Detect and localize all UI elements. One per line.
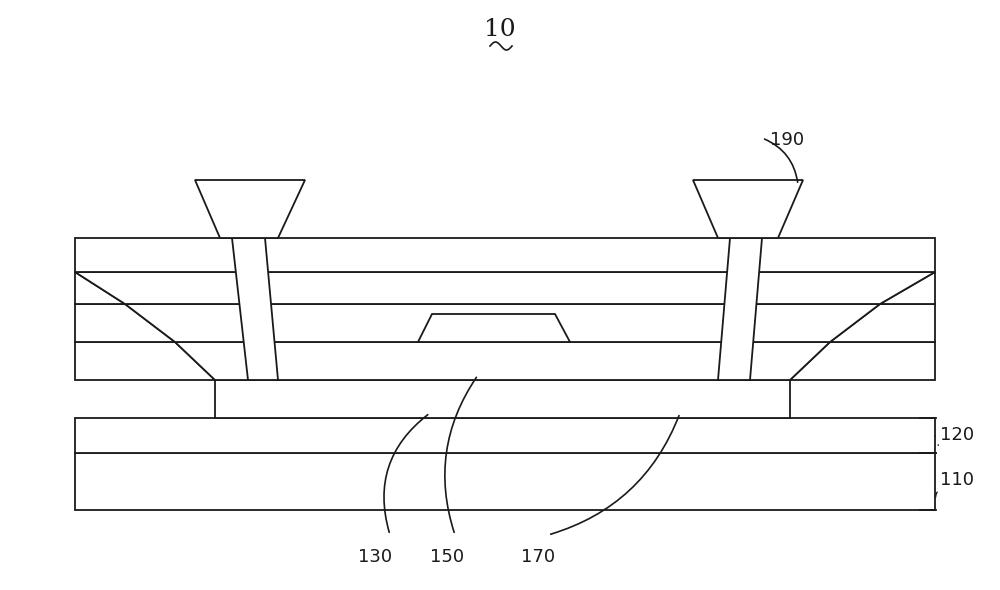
Text: 150: 150 <box>430 548 464 566</box>
Polygon shape <box>195 180 305 238</box>
Polygon shape <box>693 180 803 238</box>
Polygon shape <box>790 342 935 380</box>
Polygon shape <box>125 304 880 342</box>
Polygon shape <box>718 238 762 380</box>
Polygon shape <box>75 453 935 510</box>
Text: 10: 10 <box>484 18 516 41</box>
Text: 130: 130 <box>358 548 392 566</box>
Polygon shape <box>830 304 935 342</box>
Polygon shape <box>75 304 175 342</box>
Polygon shape <box>75 418 935 453</box>
Polygon shape <box>880 272 935 304</box>
Text: 190: 190 <box>770 131 804 149</box>
Polygon shape <box>175 342 830 380</box>
Polygon shape <box>75 238 935 272</box>
Polygon shape <box>75 272 125 304</box>
Text: 120: 120 <box>940 426 974 444</box>
Polygon shape <box>215 380 790 418</box>
Polygon shape <box>75 272 935 304</box>
Text: 170: 170 <box>521 548 555 566</box>
Polygon shape <box>232 238 278 380</box>
Polygon shape <box>418 314 570 342</box>
Polygon shape <box>75 342 215 380</box>
Text: 110: 110 <box>940 471 974 489</box>
